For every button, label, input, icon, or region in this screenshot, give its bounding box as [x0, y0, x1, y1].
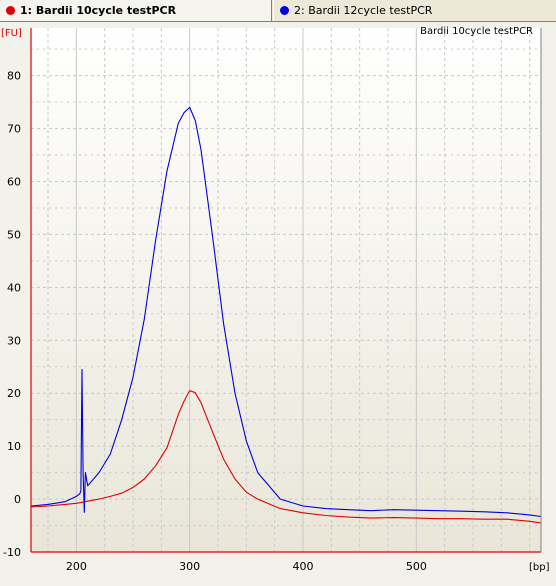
series-2-line	[30, 106, 542, 518]
y-tick-label: 30	[7, 334, 21, 347]
chart-title: Bardii 10cycle testPCR	[420, 26, 533, 37]
x-axis-unit-label: [bp]	[529, 562, 550, 573]
series-1-line	[30, 390, 542, 524]
sample-1-color-dot-icon	[6, 6, 15, 15]
y-axis-unit-label: [FU]	[1, 28, 22, 39]
tab-sample-2-label: 2: Bardii 12cycle testPCR	[294, 4, 433, 17]
tab-sample-1-label: 1: Bardii 10cycle testPCR	[20, 4, 177, 17]
sample-tab-bar: 1: Bardii 10cycle testPCR 2: Bardii 12cy…	[0, 0, 556, 22]
y-tick-label: 0	[14, 493, 21, 506]
y-tick-label: 20	[7, 387, 21, 400]
y-tick-label: -10	[3, 546, 21, 559]
y-tick-label: 70	[7, 123, 21, 136]
x-tick-label: 500	[406, 560, 427, 573]
tab-sample-1[interactable]: 1: Bardii 10cycle testPCR	[0, 0, 272, 21]
y-tick-label: 80	[7, 70, 21, 83]
axis-tick-labels: -10 0 10 20 30 40 50 60 70 80 200 300 400 500	[3, 70, 427, 573]
y-tick-label: 40	[7, 281, 21, 294]
tab-sample-2[interactable]: 2: Bardii 12cycle testPCR	[273, 0, 556, 21]
sample-2-color-dot-icon	[280, 6, 289, 15]
y-tick-label: 10	[7, 440, 21, 453]
electropherogram-plot[interactable]: -10 0 10 20 30 40 50 60 70 80 200 300 400 500 Bardii …	[0, 22, 556, 586]
series-layer	[30, 106, 542, 524]
x-tick-label: 400	[293, 560, 314, 573]
x-tick-label: 200	[66, 560, 87, 573]
plot-area-background	[31, 28, 541, 552]
y-tick-label: 50	[7, 228, 21, 241]
y-tick-label: 60	[7, 175, 21, 188]
x-tick-label: 300	[179, 560, 200, 573]
grid-lines	[31, 28, 541, 553]
